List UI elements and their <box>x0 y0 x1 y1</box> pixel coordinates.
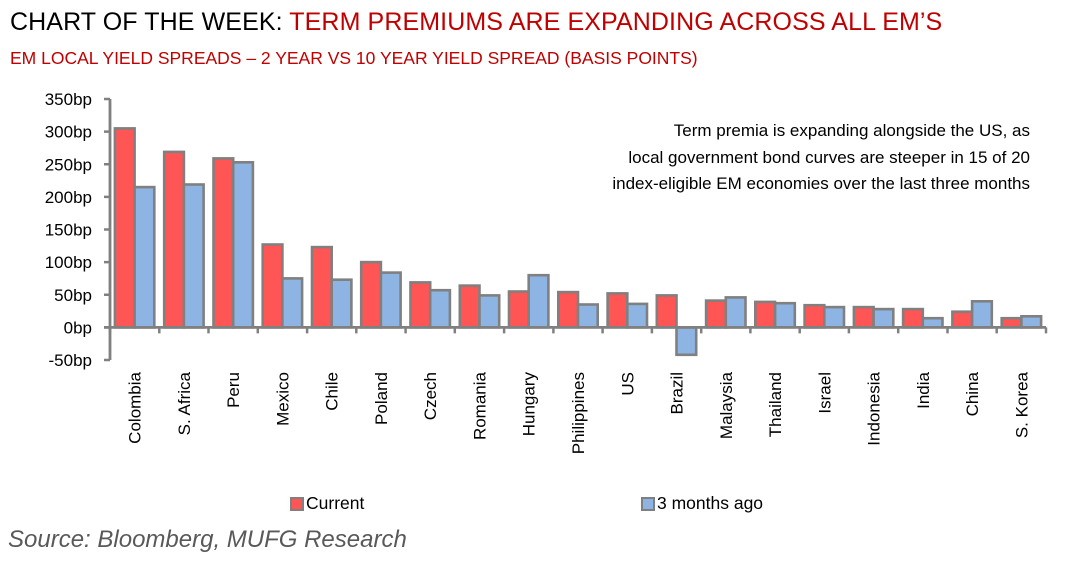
x-tick-label: Thailand <box>766 372 785 437</box>
axes-group <box>104 97 1048 362</box>
y-tick-label: 300bp <box>45 123 92 142</box>
x-tick-label: Malaysia <box>717 371 736 439</box>
chart-title: CHART OF THE WEEK: TERM PREMIUMS ARE EXP… <box>10 8 942 37</box>
y-tick-label: 150bp <box>45 221 92 240</box>
x-tick-label: US <box>618 372 637 396</box>
x-tick-label: Czech <box>421 372 440 420</box>
bar-current-mexico <box>261 243 284 329</box>
x-tick-label: India <box>914 371 933 408</box>
bar-3-months-ago-colombia <box>133 185 156 329</box>
legend-swatch-current <box>290 496 304 511</box>
bar-3-months-ago-thailand <box>773 301 797 329</box>
bar-3-months-ago-peru <box>231 161 255 329</box>
bar-3-months-ago-poland <box>379 271 402 329</box>
bar-3-months-ago-philippines <box>576 303 600 329</box>
bar-3-months-ago-romania <box>478 294 501 329</box>
x-tick-label: Peru <box>224 372 243 408</box>
bar-current-china <box>951 310 974 329</box>
legend-label-3-months-ago: 3 months ago <box>657 493 764 513</box>
bar-current-malaysia <box>704 299 728 329</box>
bar-current-colombia <box>113 127 136 329</box>
bar-current-s-africa <box>162 150 186 329</box>
bar-3-months-ago-india <box>921 316 944 329</box>
bar-current-us <box>606 292 629 329</box>
bar-3-months-ago-s-africa <box>182 183 205 329</box>
x-tick-label: Chile <box>323 372 342 411</box>
bar-chart: -50bp 0bp 50bp 100bp 150bp 200bp 250bp 300bp 350… <box>45 90 1048 454</box>
y-tick-label: 200bp <box>45 188 92 207</box>
y-tick-label: 350bp <box>45 90 92 109</box>
title-prefix: CHART OF THE WEEK: <box>10 8 290 36</box>
y-tick-label: 250bp <box>45 155 92 174</box>
bar-3-months-ago-china <box>970 299 994 329</box>
bar-current-chile <box>310 245 334 329</box>
bar-3-months-ago-mexico <box>281 277 304 329</box>
x-tick-label: Mexico <box>273 372 292 426</box>
y-tick-labels: -50bp 0bp 50bp 100bp 150bp 200bp 250bp 300bp 350… <box>45 90 92 370</box>
x-tick-label: S. Korea <box>1012 371 1031 438</box>
y-tick-label: -50bp <box>49 351 92 370</box>
legend-swatch-3-months-ago <box>641 496 655 511</box>
bar-3-months-ago-malaysia <box>724 296 747 329</box>
bar-3-months-ago-indonesia <box>872 307 895 329</box>
source-note: Source: Bloomberg, MUFG Research <box>8 526 407 553</box>
bar-3-months-ago-brazil <box>675 326 698 357</box>
y-tick-label: 50bp <box>54 286 92 305</box>
bar-3-months-ago-czech <box>428 288 452 329</box>
bar-3-months-ago-hungary <box>527 273 550 329</box>
x-tick-label: Israel <box>815 372 834 414</box>
legend-item-3-months-ago: 3 months ago <box>641 493 763 514</box>
bar-current-indonesia <box>852 305 875 329</box>
x-tick-label: Romania <box>471 371 490 440</box>
bar-3-months-ago-s-korea <box>1020 314 1043 329</box>
bar-3-months-ago-chile <box>330 278 353 329</box>
x-tick-label: Poland <box>372 372 391 425</box>
legend-label-current: Current <box>306 493 365 513</box>
bar-3-months-ago-israel <box>822 305 846 329</box>
bar-current-peru <box>212 157 235 329</box>
bar-current-romania <box>458 284 481 329</box>
annotation-line: index-eligible EM economies over the las… <box>612 174 1030 193</box>
legend-item-current: Current <box>290 493 364 514</box>
x-tick-label: S. Africa <box>175 371 194 435</box>
bar-current-thailand <box>753 300 777 329</box>
bar-current-s-korea <box>1000 316 1023 329</box>
y-tick-label: 100bp <box>45 253 92 272</box>
annotation-line: local government bond curves are steeper… <box>628 147 1030 167</box>
chart-annotation: Term premia is expanding alongside the U… <box>470 118 1030 198</box>
bar-current-india <box>901 307 925 329</box>
x-tick-label: Brazil <box>668 372 687 415</box>
x-tick-label: Philippines <box>569 372 588 454</box>
x-tick-label: Colombia <box>126 371 145 443</box>
title-highlight: TERM PREMIUMS ARE EXPANDING ACROSS ALL E… <box>289 8 943 36</box>
x-tick-label: Indonesia <box>865 371 884 445</box>
bar-current-hungary <box>507 290 531 329</box>
y-tick-label: 0bp <box>64 318 92 337</box>
bar-current-israel <box>803 303 826 329</box>
bars-group <box>113 127 1043 357</box>
x-tick-label: China <box>963 371 982 416</box>
bar-current-brazil <box>655 294 678 329</box>
chart-subtitle: EM LOCAL YIELD SPREADS – 2 YEAR VS 10 YE… <box>10 48 698 68</box>
annotation-line: Term premia is expanding alongside the U… <box>673 121 1030 140</box>
bar-current-czech <box>409 281 432 329</box>
bar-current-philippines <box>556 290 580 329</box>
x-tick-labels: Colombia S. Africa Peru Mexico Chile Poland Cz… <box>126 371 1032 454</box>
bar-3-months-ago-us <box>625 302 649 329</box>
x-tick-label: Hungary <box>520 372 539 437</box>
bar-current-poland <box>359 260 383 329</box>
